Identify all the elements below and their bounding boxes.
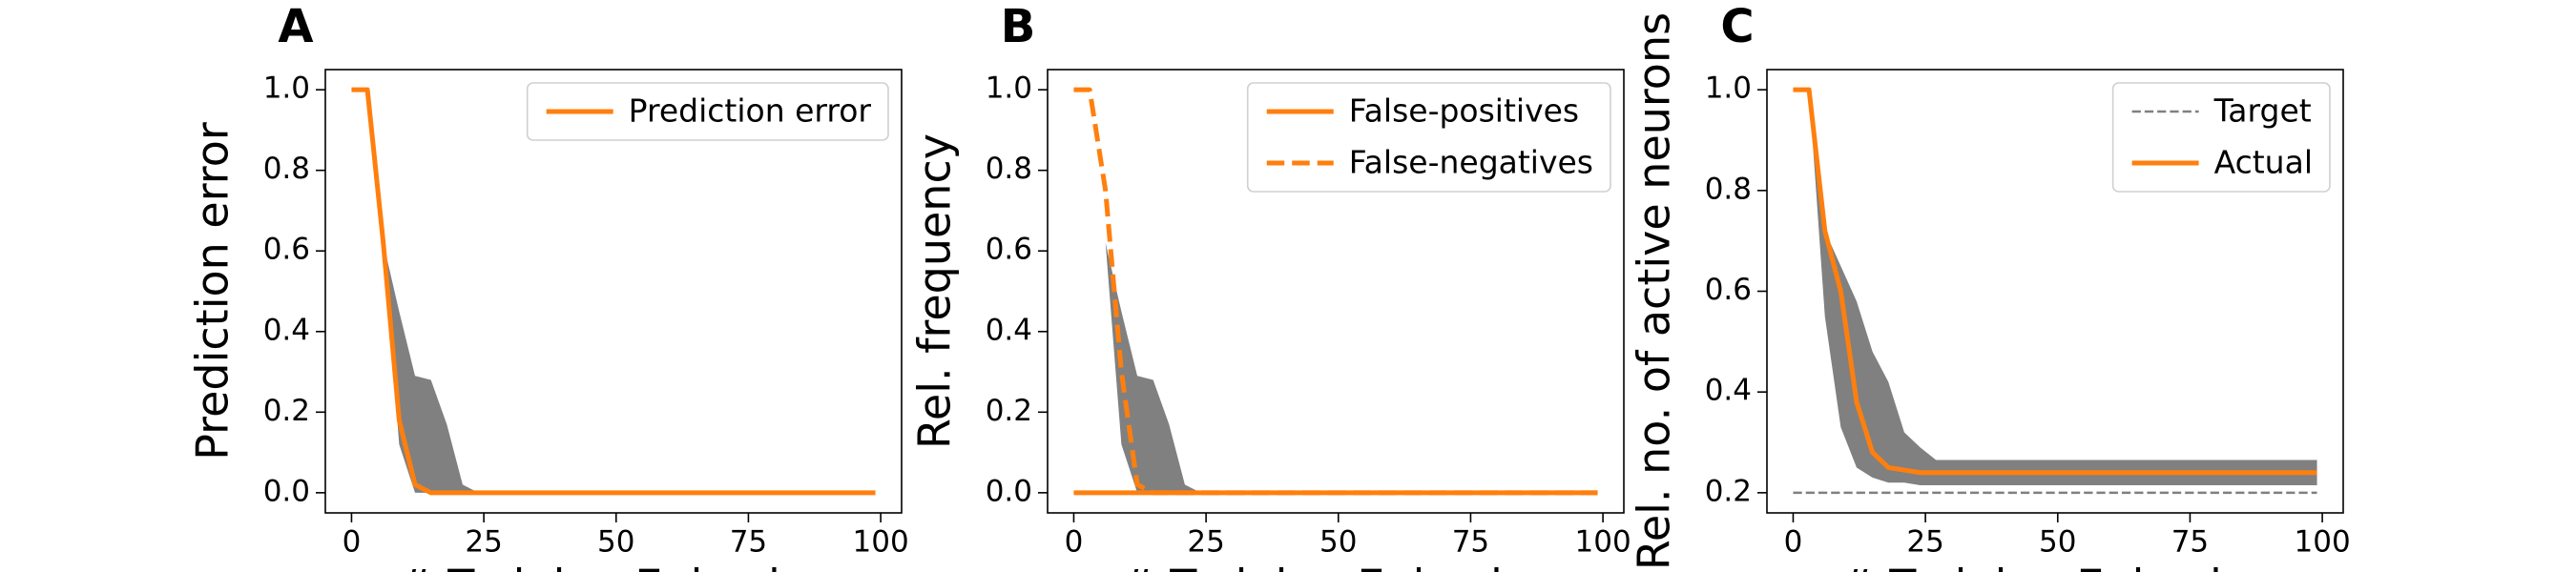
legend-label: Target	[2213, 92, 2312, 130]
y-tick-label: 0.2	[1705, 474, 1752, 508]
x-tick-label: 25	[465, 525, 502, 560]
y-tick-label: 0.8	[986, 152, 1032, 186]
x-axis-label: # Training Episodes	[1839, 561, 2272, 572]
x-tick-label: 75	[2171, 525, 2209, 560]
legend-box	[1246, 82, 1611, 193]
x-tick-label: 25	[1906, 525, 1943, 560]
x-tick-label: 25	[1187, 525, 1224, 560]
legend-label: Prediction error	[629, 92, 872, 130]
axes-frame	[1047, 69, 1625, 514]
plot-area	[1793, 87, 2317, 495]
panel-label: A	[278, 0, 313, 53]
plot-area	[1073, 87, 1598, 496]
x-tick-label: 50	[597, 525, 634, 560]
y-tick-label: 0.6	[1705, 273, 1752, 307]
x-tick-label: 0	[343, 525, 362, 560]
plot-area	[351, 87, 876, 496]
y-axis-label: Rel. frequency	[909, 133, 961, 449]
panel-label: C	[1720, 0, 1754, 53]
y-tick-label: 0.4	[986, 313, 1032, 347]
panel-label: B	[1001, 0, 1036, 53]
x-tick-label: 50	[1319, 525, 1357, 560]
x-tick-label: 100	[2295, 525, 2351, 560]
y-tick-label: 0.6	[263, 233, 310, 267]
y-tick-label: 0.2	[263, 394, 310, 428]
y-axis-label: Rel. no. of active neurons	[1629, 12, 1680, 570]
x-tick-label: 75	[1452, 525, 1489, 560]
x-axis-label: # Training Episodes	[397, 561, 830, 572]
x-tick-label: 50	[2039, 525, 2076, 560]
y-tick-label: 0.6	[986, 233, 1032, 267]
confidence-band	[351, 90, 876, 493]
y-tick-label: 0.8	[263, 152, 310, 186]
y-tick-label: 0.4	[1705, 374, 1752, 408]
y-tick-label: 0.0	[263, 474, 310, 508]
x-axis-label: # Training Episodes	[1119, 561, 1552, 572]
x-tick-label: 0	[1784, 525, 1803, 560]
y-tick-label: 1.0	[986, 72, 1032, 106]
confidence-band	[1073, 90, 1598, 493]
x-tick-label: 0	[1065, 525, 1084, 560]
y-tick-label: 1.0	[1705, 72, 1752, 106]
series-line	[1073, 87, 1598, 496]
x-tick-label: 100	[1575, 525, 1631, 560]
legend-box	[526, 82, 889, 141]
legend-label: False-positives	[1349, 92, 1579, 130]
legend-label: Actual	[2214, 144, 2313, 181]
series-line	[351, 87, 876, 496]
series-line	[1793, 87, 2317, 476]
legend: Target Actual	[2111, 82, 2331, 193]
legend: False-positives False-negatives	[1246, 82, 1611, 193]
x-tick-label: 100	[853, 525, 909, 560]
legend: Prediction error	[526, 82, 889, 141]
y-axis-label: Prediction error	[187, 122, 239, 460]
y-tick-label: 1.0	[263, 72, 310, 106]
axes-frame	[324, 69, 903, 514]
y-tick-label: 0.4	[263, 313, 310, 347]
y-tick-label: 0.2	[986, 394, 1032, 428]
legend-label: False-negatives	[1349, 144, 1593, 181]
y-tick-label: 0.8	[1705, 172, 1752, 206]
y-tick-label: 0.0	[986, 474, 1032, 508]
x-tick-label: 75	[730, 525, 767, 560]
